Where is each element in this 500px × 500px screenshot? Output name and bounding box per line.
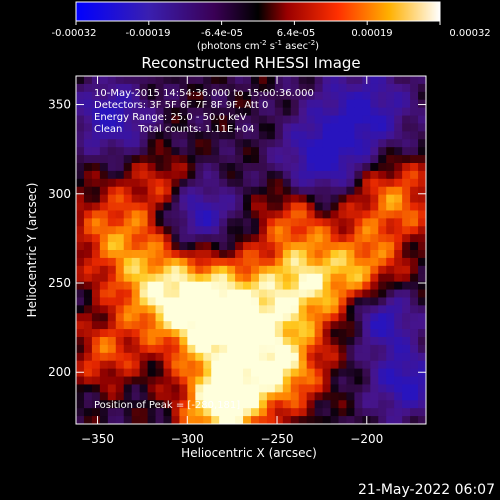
annotation-peak-position: Position of Peak = [-280,181]	[94, 400, 240, 411]
annotation-clean-counts: Clean Total counts: 1.11E+04	[94, 124, 254, 135]
annotation-energy-range: Energy Range: 25.0 - 50.0 keV	[94, 112, 247, 123]
colorbar-units: (photons cm-2 s-1 asec-2)	[197, 39, 319, 52]
x-tick-label: −200	[350, 432, 383, 446]
x-tick-label: −250	[261, 432, 294, 446]
colorbar-tick-label: -0.00019	[126, 28, 171, 39]
colorbar	[75, 1, 441, 22]
x-tick-label: −350	[81, 432, 114, 446]
annotation-time-range: 10-May-2015 14:54:36.000 to 15:00:36.000	[94, 88, 314, 99]
plot-frame	[75, 75, 427, 425]
y-tick-label: 300	[48, 187, 71, 201]
annotation-detectors: Detectors: 3F 5F 6F 7F 8F 9F, Att 0	[94, 100, 268, 111]
y-tick-label: 250	[48, 276, 71, 290]
colorbar-tick-label: -6.4e-05	[201, 28, 243, 39]
colorbar-tick-label: 6.4e-05	[277, 28, 315, 39]
y-tick-label: 200	[48, 365, 71, 379]
x-tick-label: −300	[171, 432, 204, 446]
colorbar-tick-label: 0.00019	[351, 28, 392, 39]
footer-timestamp: 21-May-2022 06:07	[358, 482, 495, 498]
colorbar-ticks	[75, 21, 441, 25]
chart-title: Reconstructed RHESSI Image	[141, 54, 360, 72]
y-tick-label: 350	[48, 98, 71, 112]
heatmap	[76, 76, 426, 424]
x-axis-label: Heliocentric X (arcsec)	[181, 446, 317, 460]
axes: −350 −300 −250 −200 200 250 300 350	[48, 76, 426, 446]
colorbar-tick-label: -0.00032	[52, 28, 97, 39]
colorbar-tick-label: 0.00032	[449, 28, 490, 39]
y-axis-label: Heliocentric Y (arcsec)	[25, 183, 39, 318]
